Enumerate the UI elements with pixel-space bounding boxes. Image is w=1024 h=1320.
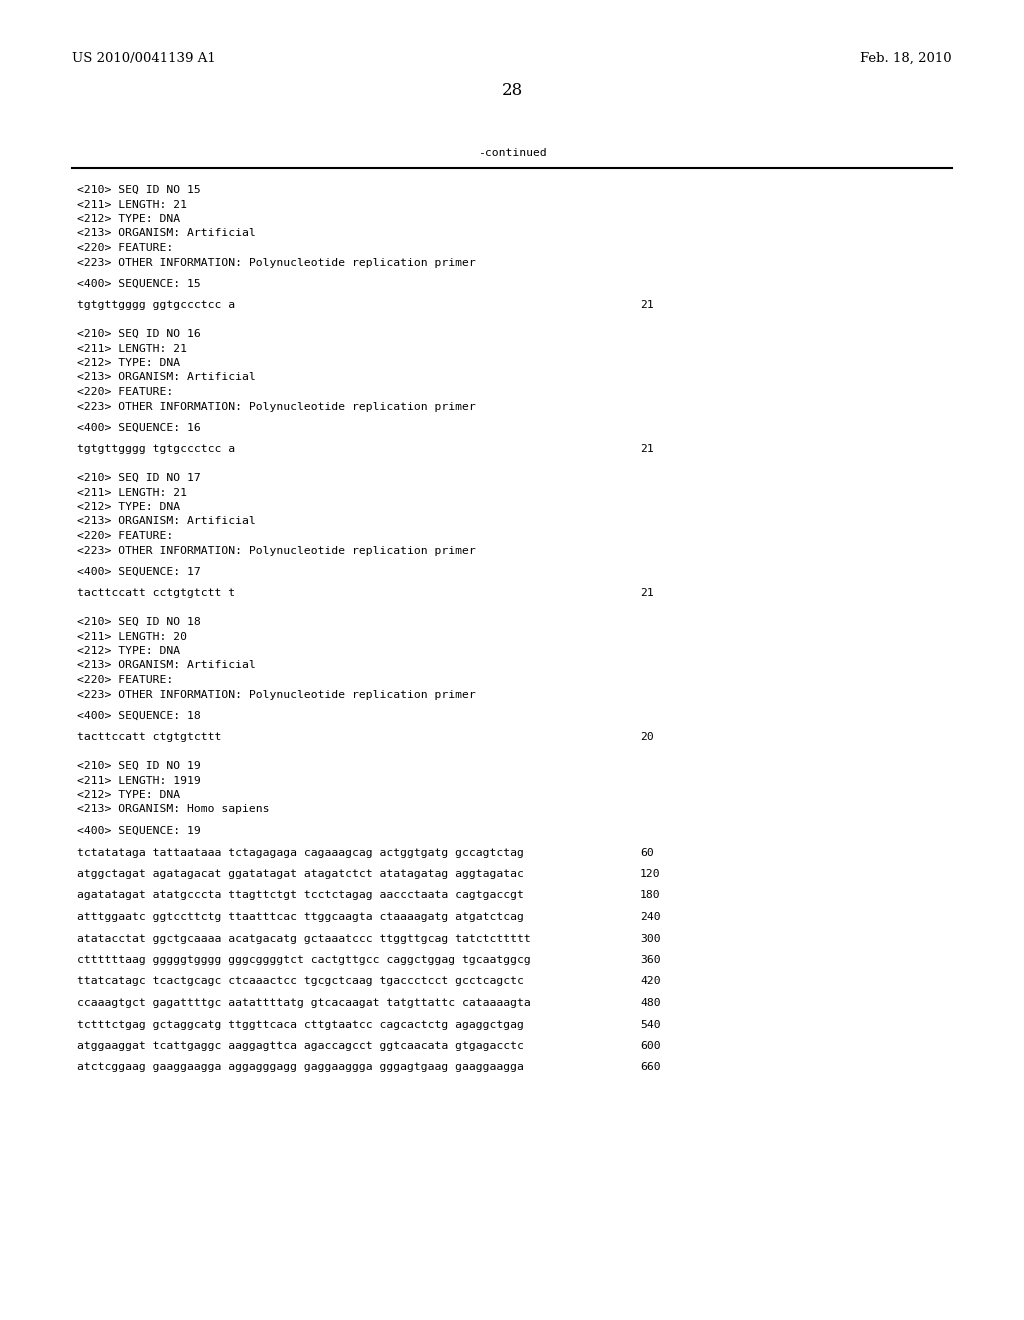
Text: tgtgttgggg ggtgccctcc a: tgtgttgggg ggtgccctcc a	[77, 301, 236, 310]
Text: 120: 120	[640, 869, 660, 879]
Text: <212> TYPE: DNA: <212> TYPE: DNA	[77, 645, 180, 656]
Text: tctatataga tattaataaa tctagagaga cagaaagcag actggtgatg gccagtctag: tctatataga tattaataaa tctagagaga cagaaag…	[77, 847, 524, 858]
Text: atatacctat ggctgcaaaa acatgacatg gctaaatccc ttggttgcag tatctcttttt: atatacctat ggctgcaaaa acatgacatg gctaaat…	[77, 933, 530, 944]
Text: atggctagat agatagacat ggatatagat atagatctct atatagatag aggtagatac: atggctagat agatagacat ggatatagat atagatc…	[77, 869, 524, 879]
Text: <211> LENGTH: 1919: <211> LENGTH: 1919	[77, 776, 201, 785]
Text: cttttttaag gggggtgggg gggcggggtct cactgttgcc caggctggag tgcaatggcg: cttttttaag gggggtgggg gggcggggtct cactgt…	[77, 954, 530, 965]
Text: 21: 21	[640, 301, 653, 310]
Text: <212> TYPE: DNA: <212> TYPE: DNA	[77, 214, 180, 224]
Text: atttggaatc ggtccttctg ttaatttcac ttggcaagta ctaaaagatg atgatctcag: atttggaatc ggtccttctg ttaatttcac ttggcaa…	[77, 912, 524, 921]
Text: <220> FEATURE:: <220> FEATURE:	[77, 243, 173, 253]
Text: atctcggaag gaaggaagga aggagggagg gaggaaggga gggagtgaag gaaggaagga: atctcggaag gaaggaagga aggagggagg gaggaag…	[77, 1063, 524, 1072]
Text: <213> ORGANISM: Artificial: <213> ORGANISM: Artificial	[77, 228, 256, 239]
Text: 660: 660	[640, 1063, 660, 1072]
Text: <210> SEQ ID NO 18: <210> SEQ ID NO 18	[77, 616, 201, 627]
Text: tacttccatt ctgtgtcttt: tacttccatt ctgtgtcttt	[77, 733, 221, 742]
Text: 20: 20	[640, 733, 653, 742]
Text: ttatcatagc tcactgcagc ctcaaactcc tgcgctcaag tgaccctcct gcctcagctc: ttatcatagc tcactgcagc ctcaaactcc tgcgctc…	[77, 977, 524, 986]
Text: <213> ORGANISM: Artificial: <213> ORGANISM: Artificial	[77, 516, 256, 527]
Text: <212> TYPE: DNA: <212> TYPE: DNA	[77, 789, 180, 800]
Text: <213> ORGANISM: Artificial: <213> ORGANISM: Artificial	[77, 660, 256, 671]
Text: 480: 480	[640, 998, 660, 1008]
Text: <400> SEQUENCE: 16: <400> SEQUENCE: 16	[77, 422, 201, 433]
Text: 300: 300	[640, 933, 660, 944]
Text: <213> ORGANISM: Artificial: <213> ORGANISM: Artificial	[77, 372, 256, 383]
Text: 600: 600	[640, 1041, 660, 1051]
Text: 60: 60	[640, 847, 653, 858]
Text: <400> SEQUENCE: 15: <400> SEQUENCE: 15	[77, 279, 201, 289]
Text: tacttccatt cctgtgtctt t: tacttccatt cctgtgtctt t	[77, 589, 236, 598]
Text: 28: 28	[502, 82, 522, 99]
Text: 360: 360	[640, 954, 660, 965]
Text: <210> SEQ ID NO 16: <210> SEQ ID NO 16	[77, 329, 201, 339]
Text: tctttctgag gctaggcatg ttggttcaca cttgtaatcc cagcactctg agaggctgag: tctttctgag gctaggcatg ttggttcaca cttgtaa…	[77, 1019, 524, 1030]
Text: <213> ORGANISM: Homo sapiens: <213> ORGANISM: Homo sapiens	[77, 804, 269, 814]
Text: <223> OTHER INFORMATION: Polynucleotide replication primer: <223> OTHER INFORMATION: Polynucleotide …	[77, 401, 476, 412]
Text: <211> LENGTH: 21: <211> LENGTH: 21	[77, 343, 187, 354]
Text: 240: 240	[640, 912, 660, 921]
Text: <211> LENGTH: 21: <211> LENGTH: 21	[77, 487, 187, 498]
Text: US 2010/0041139 A1: US 2010/0041139 A1	[72, 51, 216, 65]
Text: tgtgttgggg tgtgccctcc a: tgtgttgggg tgtgccctcc a	[77, 445, 236, 454]
Text: <212> TYPE: DNA: <212> TYPE: DNA	[77, 502, 180, 512]
Text: <223> OTHER INFORMATION: Polynucleotide replication primer: <223> OTHER INFORMATION: Polynucleotide …	[77, 689, 476, 700]
Text: 420: 420	[640, 977, 660, 986]
Text: <210> SEQ ID NO 17: <210> SEQ ID NO 17	[77, 473, 201, 483]
Text: <210> SEQ ID NO 15: <210> SEQ ID NO 15	[77, 185, 201, 195]
Text: agatatagat atatgcccta ttagttctgt tcctctagag aaccctaata cagtgaccgt: agatatagat atatgcccta ttagttctgt tcctcta…	[77, 891, 524, 900]
Text: 21: 21	[640, 589, 653, 598]
Text: <212> TYPE: DNA: <212> TYPE: DNA	[77, 358, 180, 368]
Text: <400> SEQUENCE: 18: <400> SEQUENCE: 18	[77, 711, 201, 721]
Text: <400> SEQUENCE: 17: <400> SEQUENCE: 17	[77, 568, 201, 577]
Text: <210> SEQ ID NO 19: <210> SEQ ID NO 19	[77, 762, 201, 771]
Text: <211> LENGTH: 20: <211> LENGTH: 20	[77, 631, 187, 642]
Text: <223> OTHER INFORMATION: Polynucleotide replication primer: <223> OTHER INFORMATION: Polynucleotide …	[77, 257, 476, 268]
Text: <220> FEATURE:: <220> FEATURE:	[77, 675, 173, 685]
Text: atggaaggat tcattgaggc aaggagttca agaccagcct ggtcaacata gtgagacctc: atggaaggat tcattgaggc aaggagttca agaccag…	[77, 1041, 524, 1051]
Text: <220> FEATURE:: <220> FEATURE:	[77, 387, 173, 397]
Text: ccaaagtgct gagattttgc aatattttatg gtcacaagat tatgttattc cataaaagta: ccaaagtgct gagattttgc aatattttatg gtcaca…	[77, 998, 530, 1008]
Text: -continued: -continued	[477, 148, 547, 158]
Text: 21: 21	[640, 445, 653, 454]
Text: <220> FEATURE:: <220> FEATURE:	[77, 531, 173, 541]
Text: <400> SEQUENCE: 19: <400> SEQUENCE: 19	[77, 826, 201, 836]
Text: Feb. 18, 2010: Feb. 18, 2010	[860, 51, 952, 65]
Text: <223> OTHER INFORMATION: Polynucleotide replication primer: <223> OTHER INFORMATION: Polynucleotide …	[77, 545, 476, 556]
Text: 180: 180	[640, 891, 660, 900]
Text: <211> LENGTH: 21: <211> LENGTH: 21	[77, 199, 187, 210]
Text: 540: 540	[640, 1019, 660, 1030]
